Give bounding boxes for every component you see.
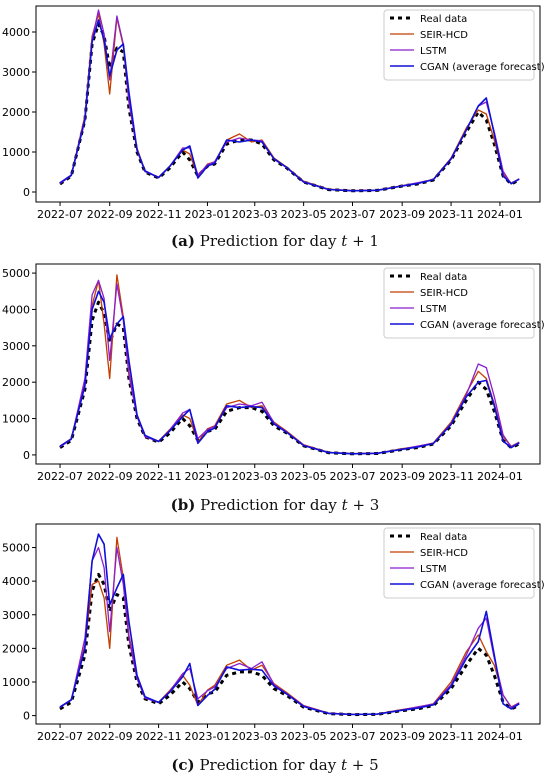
y-tick-label: 0 [23,710,30,723]
legend-label: SEIR-HCD [420,288,468,299]
y-tick-label: 1000 [2,676,30,689]
legend-box [383,267,535,339]
x-tick-label: 2022-11 [136,470,182,483]
y-tick-label: 2000 [2,642,30,655]
x-tick-label: 2022-09 [87,470,133,483]
legend-label: LSTM [420,564,447,575]
x-tick-label: 2022-11 [136,208,182,221]
y-tick-label: 4000 [2,575,30,588]
chart-panel-a: 0 1000 2000 3000 4000 2022-07 2022-09 2022-11 20… [0,0,550,260]
x-tick-label: 2023-07 [330,470,376,483]
plot-frame [35,5,541,203]
x-tick-label: 2023-05 [281,470,327,483]
series-line [59,546,520,716]
x-tick-label: 2023-05 [281,730,327,743]
legend-label: LSTM [420,46,447,57]
legend-box [383,9,535,81]
chart-b: 0 1000 2000 3000 4000 5000 2022-07 2022-09 2022-… [2,263,545,483]
x-tick-label: 2022-11 [136,730,182,743]
legend-label: Real data [420,272,467,283]
series-line [59,19,520,192]
legend-label: Real data [420,14,467,25]
x-tick-label: 2023-03 [232,208,278,221]
x-tick-label: 2024-01 [477,208,523,221]
x-tick-label: 2022-07 [37,730,83,743]
legend-label: CGAN (average forecast) [420,62,545,73]
y-tick-label: 1000 [2,413,30,426]
x-tick-label: 2023-03 [232,470,278,483]
y-tick-label: 1000 [2,146,30,159]
x-tick-label: 2023-09 [379,730,425,743]
x-tick-label: 2023-11 [428,470,474,483]
x-tick-label: 2022-09 [87,730,133,743]
x-tick-label: 2023-01 [184,208,230,221]
x-tick-label: 2023-07 [330,208,376,221]
chart-panel-b: 0 1000 2000 3000 4000 5000 2022-07 2022-09 2022-… [0,258,550,520]
y-tick-label: 5000 [2,267,30,280]
x-tick-label: 2023-11 [428,208,474,221]
x-tick-label: 2023-01 [184,730,230,743]
plot-frame [35,523,541,725]
x-tick-label: 2023-01 [184,470,230,483]
x-tick-label: 2023-03 [232,730,278,743]
x-tick-label: 2022-07 [37,208,83,221]
legend-label: Real data [420,532,467,543]
series-line [59,290,520,455]
y-tick-label: 2000 [2,106,30,119]
x-tick-label: 2022-09 [87,208,133,221]
chart-panel-c: 0 1000 2000 3000 4000 5000 2022-07 2022-09 2022-… [0,518,550,780]
caption-c: (c) Prediction for day t + 5 [171,756,379,774]
y-tick-label: 0 [23,449,30,462]
legend-label: CGAN (average forecast) [420,580,545,591]
legend-label: SEIR-HCD [420,548,468,559]
y-tick-label: 3000 [2,609,30,622]
caption-a: (a) Prediction for day t + 1 [171,232,379,250]
x-tick-label: 2023-09 [379,208,425,221]
x-tick-label: 2023-11 [428,730,474,743]
legend-label: LSTM [420,304,447,315]
x-tick-label: 2023-07 [330,730,376,743]
plot-frame [35,263,541,465]
legend-box [383,527,535,599]
y-tick-label: 0 [23,186,30,199]
y-tick-label: 3000 [2,340,30,353]
caption-b: (b) Prediction for day t + 3 [170,496,380,514]
y-tick-label: 4000 [2,26,30,39]
chart-c: 0 1000 2000 3000 4000 5000 2022-07 2022-09 2022-… [2,523,545,743]
y-tick-label: 4000 [2,303,30,316]
x-tick-label: 2024-01 [477,470,523,483]
series-line [59,533,520,716]
y-tick-label: 2000 [2,376,30,389]
legend-label: CGAN (average forecast) [420,320,545,331]
legend-label: SEIR-HCD [420,30,468,41]
x-tick-label: 2023-05 [281,208,327,221]
y-tick-label: 5000 [2,542,30,555]
x-tick-label: 2024-01 [477,730,523,743]
x-tick-label: 2022-07 [37,470,83,483]
y-tick-label: 3000 [2,66,30,79]
x-tick-label: 2023-09 [379,470,425,483]
series-line [59,572,520,717]
